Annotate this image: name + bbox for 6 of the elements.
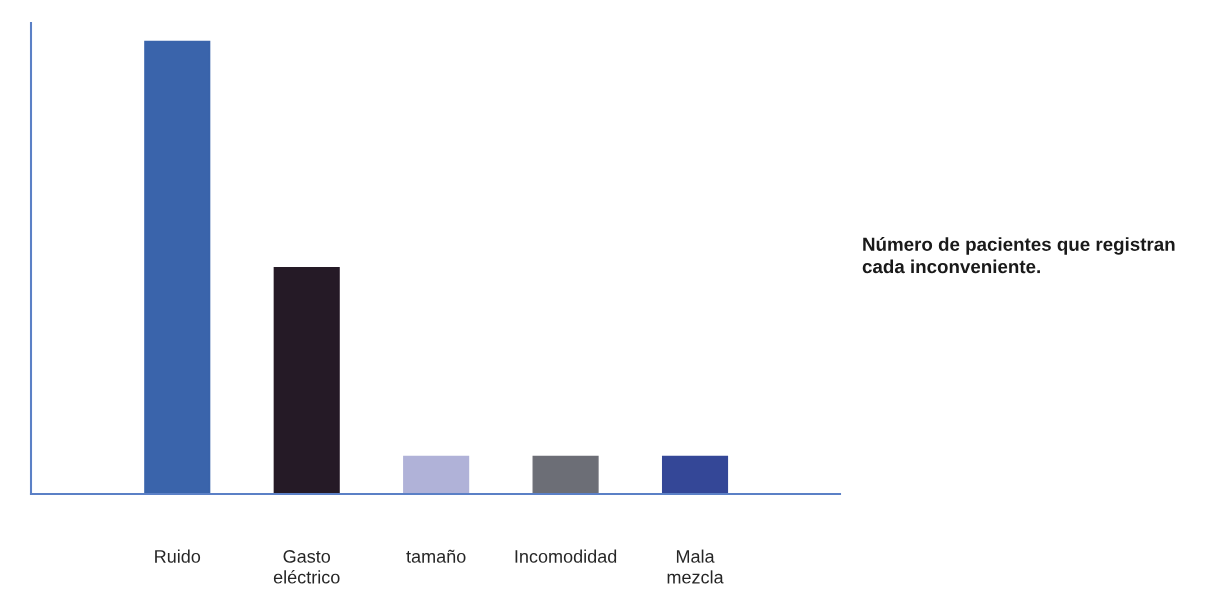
x-tick-label: Incomodidad bbox=[515, 549, 617, 563]
x-tick-label: Ruido bbox=[155, 549, 201, 563]
x-tick-label: Gasto eléctrico bbox=[273, 550, 340, 584]
x-tick-label: tamaño bbox=[406, 549, 466, 563]
x-tick-label: Mala mezcla bbox=[667, 549, 724, 584]
text: Número de pacientes que registran cada inconveniente. bbox=[862, 237, 1175, 274]
